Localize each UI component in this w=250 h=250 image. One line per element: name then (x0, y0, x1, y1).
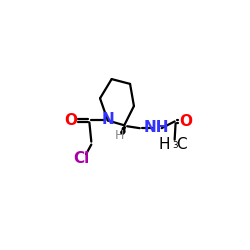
Text: $_3$: $_3$ (172, 138, 179, 151)
Text: H: H (159, 137, 170, 152)
Text: H: H (114, 129, 124, 142)
Text: Cl: Cl (74, 152, 90, 166)
Text: C: C (176, 137, 187, 152)
Text: NH: NH (144, 120, 170, 135)
Text: O: O (179, 114, 192, 129)
Text: O: O (64, 113, 78, 128)
Text: N: N (102, 112, 114, 127)
